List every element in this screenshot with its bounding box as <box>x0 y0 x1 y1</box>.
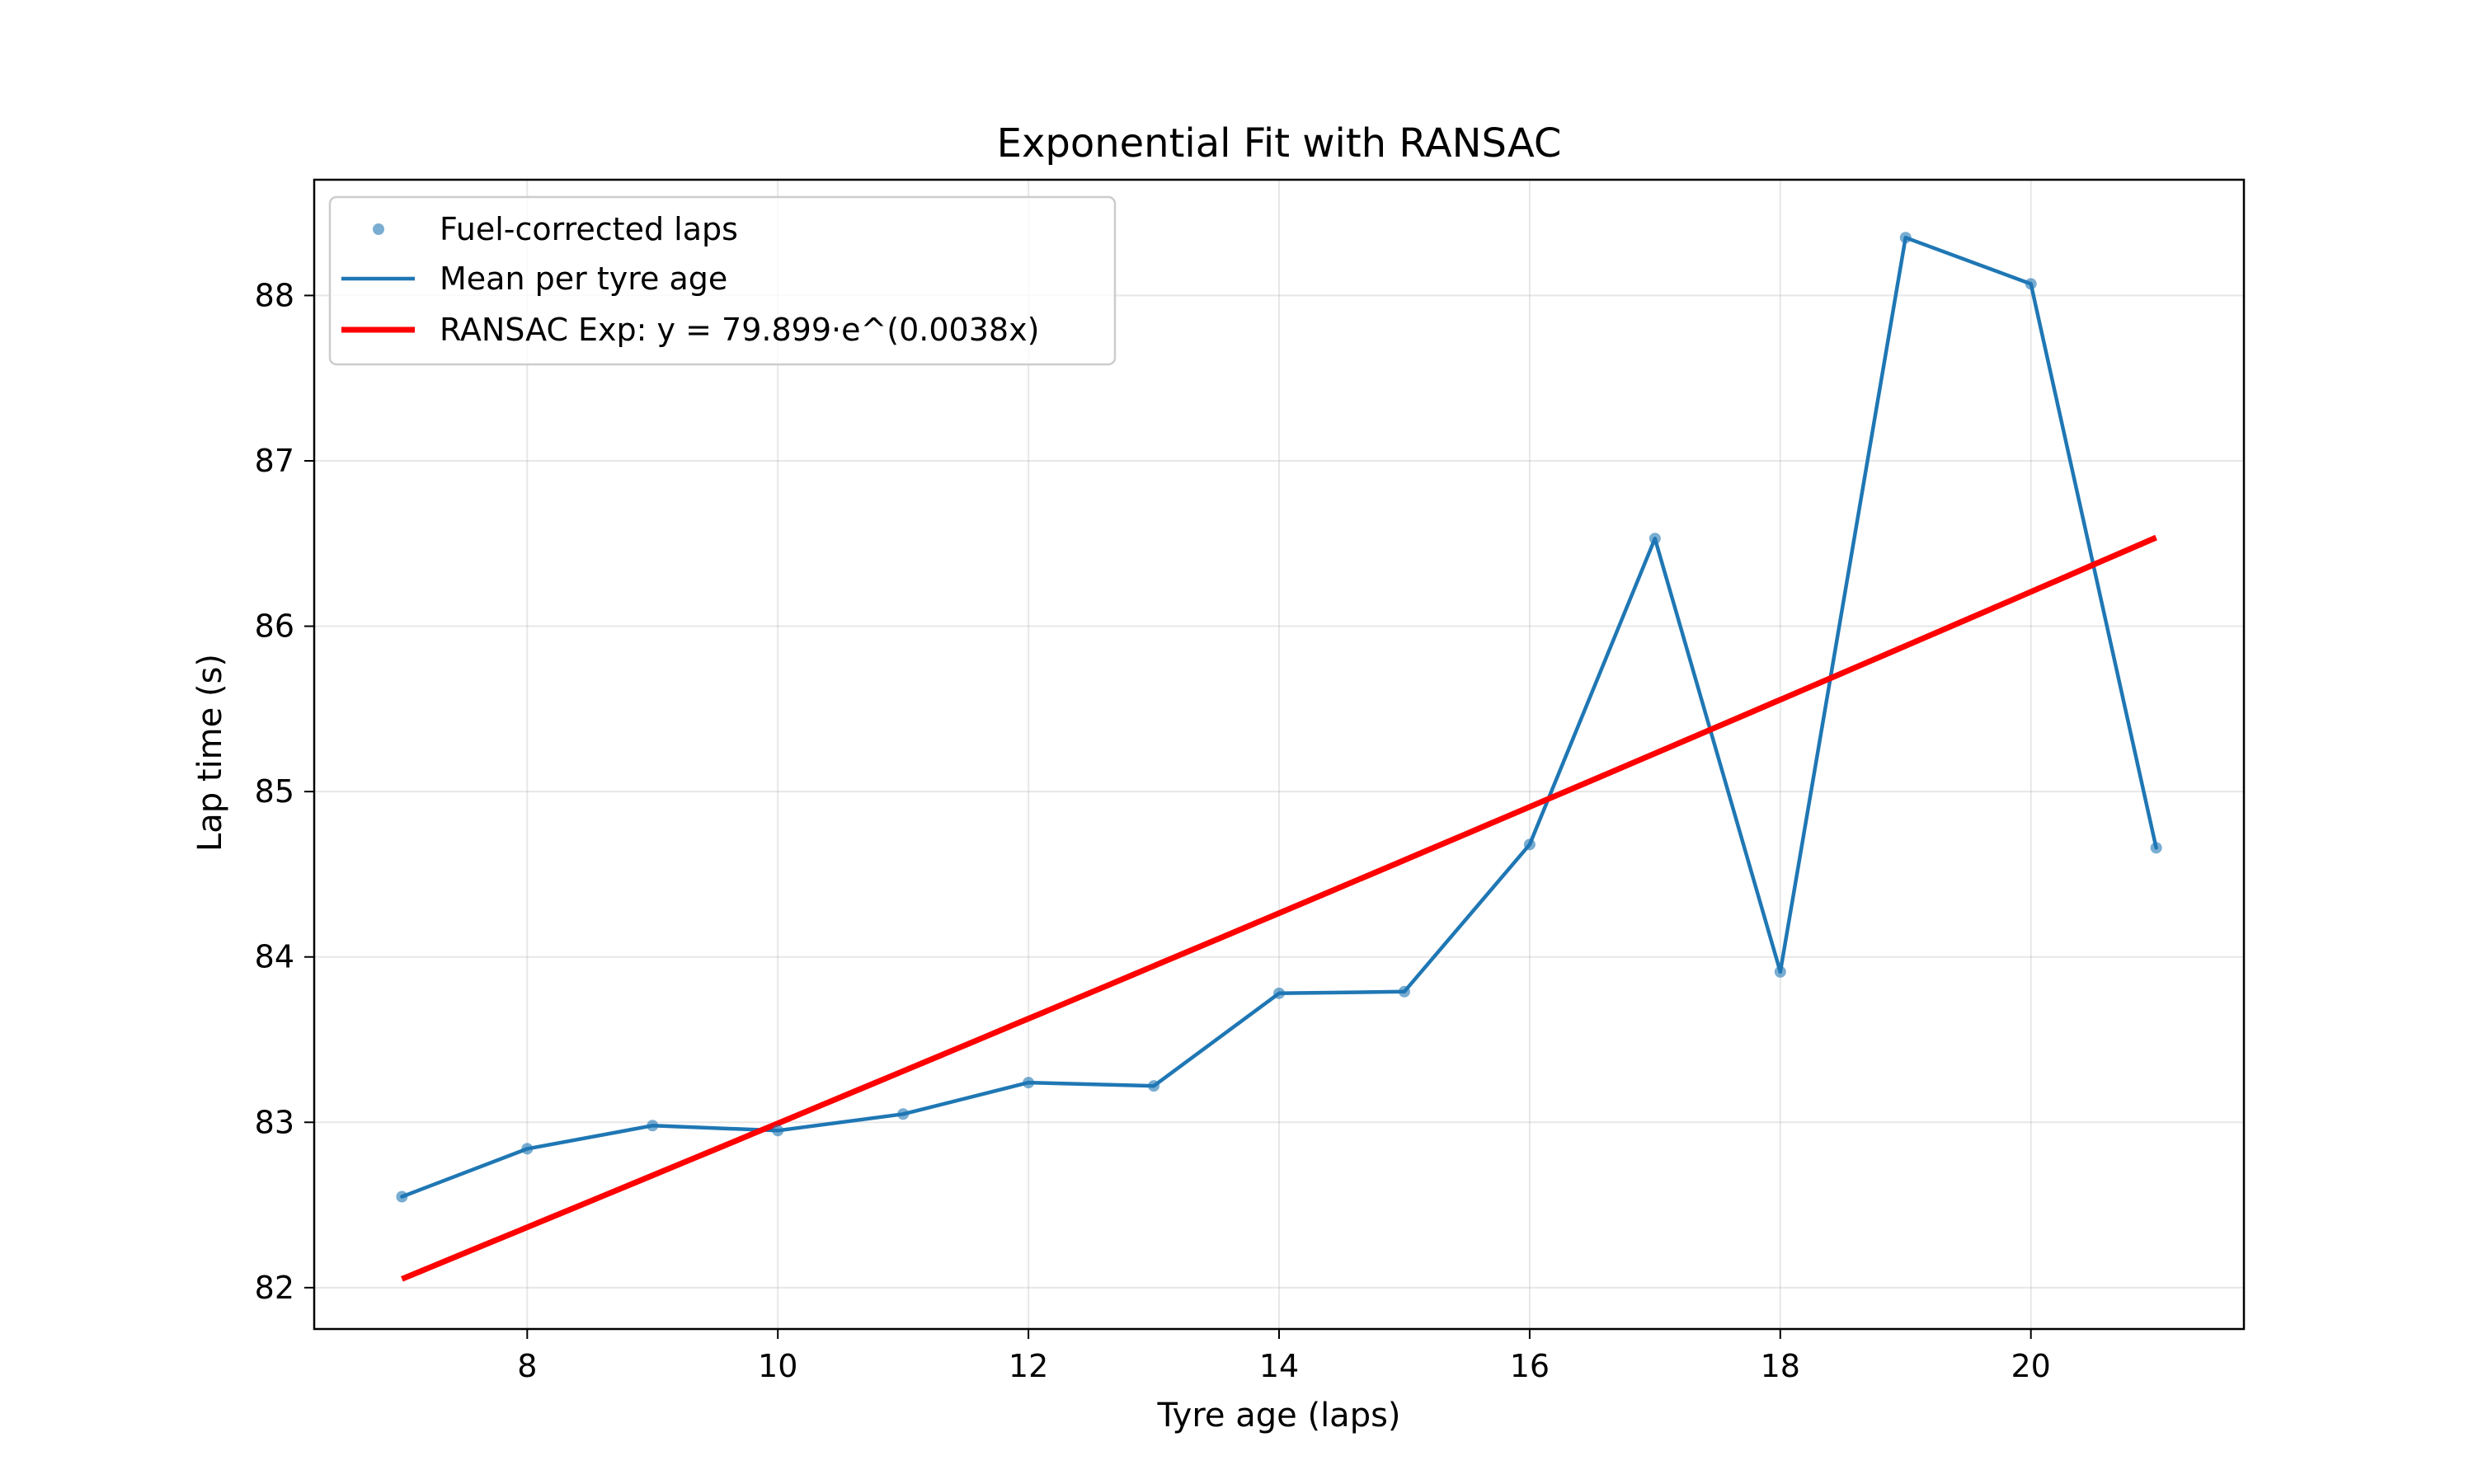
series-layer <box>396 232 2162 1282</box>
scatter-point-lap-20 <box>2025 278 2037 290</box>
y-tick-label-86: 86 <box>255 608 294 645</box>
y-tick-label-87: 87 <box>255 443 294 479</box>
x-tick-label-12: 12 <box>1009 1348 1048 1384</box>
scatter-point-lap-14 <box>1273 987 1285 999</box>
scatter-point-lap-17 <box>1649 533 1661 545</box>
scatter-point-lap-10 <box>772 1125 784 1137</box>
legend-scatter-swatch <box>373 223 384 235</box>
scatter-point-lap-9 <box>647 1120 659 1132</box>
scatter-point-lap-16 <box>1523 838 1536 851</box>
scatter-point-lap-11 <box>897 1108 910 1120</box>
legend-box <box>328 195 1117 366</box>
x-tick-label-16: 16 <box>1510 1348 1550 1384</box>
legend: Fuel-corrected laps Mean per tyre age RA… <box>328 195 1117 366</box>
y-tick-label-85: 85 <box>255 773 294 810</box>
x-tick-label-14: 14 <box>1259 1348 1299 1384</box>
ransac-exp-fit-line <box>401 534 2157 1282</box>
y-tick-label-83: 83 <box>255 1104 294 1140</box>
chart-title: Exponential Fit with RANSAC <box>997 120 1562 167</box>
scatter-point-lap-15 <box>1398 985 1410 998</box>
legend-label-mean-line: Mean per tyre age <box>440 261 727 297</box>
x-tick-label-18: 18 <box>1761 1348 1800 1384</box>
y-tick-label-82: 82 <box>255 1270 294 1306</box>
x-axis-label: Tyre age (laps) <box>1156 1397 1400 1435</box>
scatter-point-lap-12 <box>1023 1077 1035 1089</box>
y-tick-label-84: 84 <box>255 939 294 975</box>
x-tick-label-20: 20 <box>2011 1348 2051 1384</box>
y-axis-label: Lap time (s) <box>191 654 229 852</box>
scatter-point-lap-13 <box>1148 1080 1160 1092</box>
x-tick-label-10: 10 <box>758 1348 797 1384</box>
ticks-layer: 8 10 12 14 16 18 20 82 83 84 85 86 87 88 <box>255 277 2051 1384</box>
y-tick-label-88: 88 <box>255 277 294 313</box>
scatter-point-lap-21 <box>2150 842 2162 854</box>
scatter-point-lap-18 <box>1774 965 1786 978</box>
legend-label-scatter: Fuel-corrected laps <box>440 211 738 247</box>
scatter-point-lap-7 <box>396 1190 408 1203</box>
scatter-point-lap-19 <box>1899 232 1912 244</box>
grid-layer <box>314 180 2244 1329</box>
plot-area <box>314 180 2244 1329</box>
legend-label-ransac-fit: RANSAC Exp: y = 79.899·e^(0.0038x) <box>440 312 1039 348</box>
x-tick-label-8: 8 <box>517 1348 537 1384</box>
scatter-point-lap-8 <box>521 1143 534 1155</box>
